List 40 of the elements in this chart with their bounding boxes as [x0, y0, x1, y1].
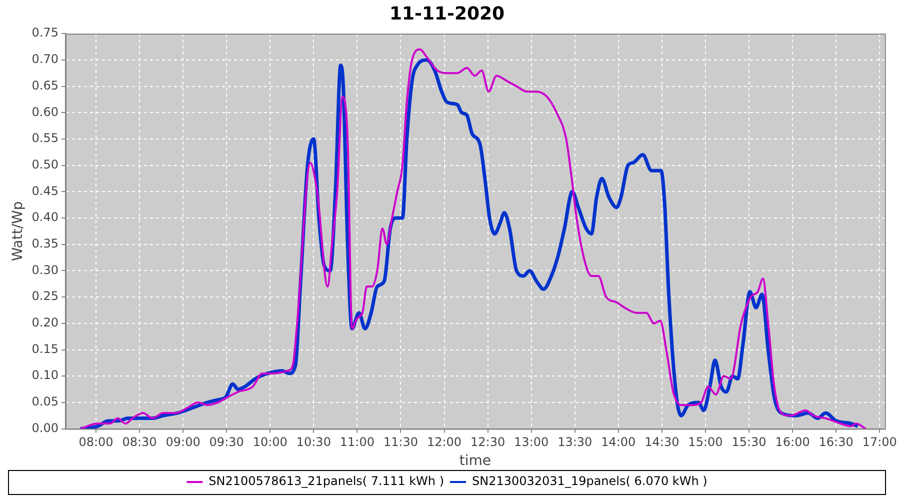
x-tick-label: 09:30	[209, 435, 244, 450]
y-axis-title: Watt/Wp	[10, 201, 26, 262]
y-tick-label: 0.60	[32, 104, 59, 119]
y-tick-label: 0.05	[32, 394, 59, 409]
x-tick-label: 14:30	[644, 435, 680, 450]
x-tick-label: 09:00	[166, 435, 200, 450]
y-tick-label: 0.15	[32, 342, 59, 356]
y-tick-label: 0.50	[32, 157, 59, 172]
y-tick-label: 0.75	[32, 26, 59, 40]
y-tick-label: 0.30	[32, 262, 59, 277]
x-tick-label: 15:00	[688, 435, 723, 450]
x-tick-label: 10:30	[296, 435, 331, 450]
y-tick-label: 0.45	[32, 184, 59, 198]
y-tick-label: 0.70	[32, 52, 59, 66]
x-tick-label: 14:00	[601, 435, 636, 450]
x-axis-title: time	[459, 453, 491, 470]
x-tick-label: 08:00	[78, 435, 114, 450]
y-tick-label: 0.55	[32, 131, 59, 146]
legend-label: SN2100578613_21panels( 7.111 kWh )	[208, 474, 444, 488]
y-tick-label: 0.35	[32, 236, 59, 250]
x-tick-label: 17:00	[862, 435, 897, 450]
y-tick-label: 0.65	[32, 78, 59, 92]
y-tick-label: 0.25	[32, 289, 59, 304]
x-tick-label: 12:00	[426, 435, 462, 450]
x-tick-label: 16:30	[818, 435, 854, 450]
x-tick-label: 08:30	[122, 435, 157, 450]
y-tick-label: 0.40	[32, 210, 59, 224]
legend-label: SN2130032031_19panels( 6.070 kWh )	[472, 474, 708, 488]
x-tick-label: 11:00	[340, 435, 374, 450]
y-tick-label: 0.20	[32, 316, 59, 330]
x-tick-label: 16:00	[775, 435, 810, 450]
x-tick-label: 13:00	[514, 435, 549, 450]
x-tick-label: 11:30	[383, 435, 418, 450]
x-tick-label: 13:30	[558, 435, 592, 450]
x-tick-label: 10:00	[252, 435, 288, 450]
chart-title: 11-11-2020	[389, 3, 505, 24]
x-tick-label: 12:30	[470, 435, 506, 450]
y-tick-label: 0.10	[32, 368, 59, 382]
y-tick-label: 0.00	[32, 420, 59, 435]
x-tick-label: 15:30	[732, 435, 766, 450]
